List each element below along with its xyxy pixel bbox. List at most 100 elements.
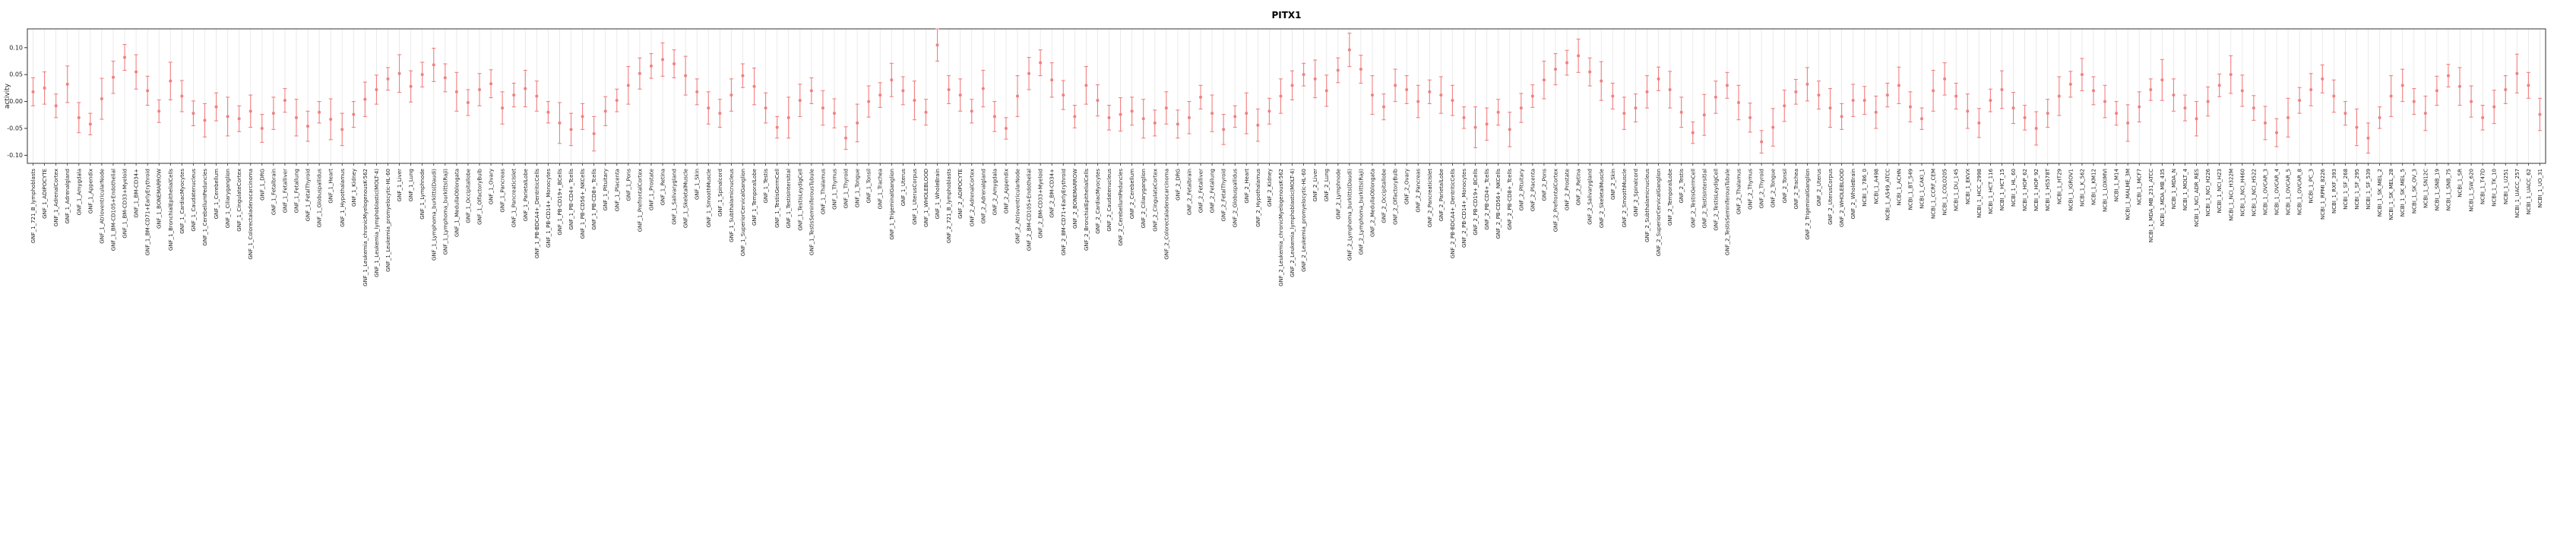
x-tick-label: GNF_2_Skin — [1610, 169, 1616, 200]
data-point-marker — [1943, 77, 1947, 81]
x-tick-label: GNF_1_FetalThyroid — [305, 169, 312, 221]
data-point-marker — [1771, 125, 1775, 129]
data-point-marker — [786, 115, 790, 119]
data-point-marker — [707, 106, 710, 110]
data-point-marker — [65, 82, 69, 86]
data-point-marker — [2183, 106, 2187, 110]
data-point-marker — [661, 58, 665, 62]
data-point-marker — [352, 112, 356, 116]
x-tick-label: NCBI_1_NCI_H226 — [2205, 168, 2211, 216]
data-point-marker — [809, 89, 813, 93]
data-point-marker — [1004, 126, 1008, 130]
data-point-marker — [1794, 90, 1798, 93]
x-tick-label: GNF_2_AtrioventricularNode — [1015, 169, 1021, 244]
data-point-marker — [524, 87, 527, 90]
data-point-marker — [2458, 84, 2462, 88]
x-tick-label: GNF_2_ParietalLobe — [1438, 169, 1445, 221]
x-tick-label: NCBI_1_SF_539 — [2366, 169, 2372, 210]
x-tick-label: GNF_1_Tongue — [855, 169, 861, 207]
data-point-marker — [1324, 89, 1328, 93]
data-point-marker — [2275, 131, 2279, 134]
data-point-marker — [2412, 100, 2416, 103]
data-point-marker — [2023, 115, 2027, 119]
data-point-marker — [2470, 100, 2473, 103]
x-tick-label: GNF_2_WHOLEBLOOD — [1839, 169, 1845, 227]
data-point-marker — [2240, 89, 2244, 93]
x-tick-label: NCBI_1_MALME_3M — [2125, 169, 2131, 220]
x-tick-label: GNF_1_BM-CD71+EarlyErythroid — [145, 169, 151, 255]
x-tick-label: GNF_1_MedullaOblongata — [454, 169, 460, 237]
data-point-marker — [924, 110, 928, 114]
x-tick-label: GNF_2_Fetalliver — [1198, 169, 1204, 213]
data-point-marker — [501, 106, 505, 110]
x-tick-label: GNF_2_Appendix — [1003, 169, 1009, 213]
data-point-marker — [2481, 115, 2485, 119]
data-point-marker — [970, 109, 973, 113]
data-point-marker — [913, 99, 916, 103]
data-point-marker — [466, 100, 470, 104]
data-point-marker — [2400, 84, 2404, 87]
data-point-marker — [1039, 61, 1043, 65]
x-tick-label: GNF_1_Occipitallobe — [465, 169, 471, 223]
data-point-marker — [443, 76, 447, 80]
x-tick-label: GNF_2_Tonsil — [1782, 169, 1788, 204]
data-point-marker — [214, 105, 218, 109]
x-tick-label: GNF_1_PancreaticIslet — [511, 169, 517, 227]
x-tick-label: GNF_2_SmoothMuscle — [1622, 169, 1628, 227]
data-point-marker — [2000, 88, 2004, 92]
y-tick-label: -0.10 — [7, 152, 23, 159]
x-tick-label: NCBI_1_NCI_H460 — [2239, 169, 2245, 217]
data-point-marker — [329, 117, 333, 121]
data-point-marker — [1920, 117, 1924, 121]
x-tick-label: NCBI_1_M14 — [2114, 168, 2120, 201]
data-point-marker — [1954, 94, 1958, 98]
data-point-marker — [638, 71, 641, 75]
data-point-marker — [1966, 109, 1970, 113]
data-point-marker — [134, 70, 138, 74]
x-tick-label: GNF_2_Pancreas — [1416, 169, 1422, 213]
x-tick-label: NCBI_1_OVCAR_4 — [2274, 168, 2280, 215]
x-tick-label: NCBI_1_UACC_62 — [2526, 169, 2532, 214]
x-tick-label: GNF_1_Ovary — [489, 169, 495, 204]
x-tick-label: GNF_2_Salivarygland — [1587, 169, 1593, 225]
data-point-marker — [1725, 84, 1729, 87]
x-tick-label: NCBI_1_SW_620 — [2469, 169, 2475, 212]
x-tick-label: GNF_2_PB-CD8+_Tcells — [1507, 169, 1513, 230]
data-point-marker — [2423, 112, 2427, 115]
data-point-marker — [1439, 93, 1443, 97]
x-tick-label: GNF_1_Lymphnode — [419, 169, 426, 220]
data-point-marker — [2149, 88, 2153, 92]
x-tick-label: GNF_2_Thalamus — [1736, 169, 1742, 215]
x-tick-label: NCBI_1_MCF7 — [2137, 169, 2143, 205]
data-point-marker — [764, 106, 767, 110]
data-point-marker — [363, 97, 367, 101]
x-tick-label: GNF_2_WholeBrain — [1850, 169, 1856, 219]
data-point-marker — [2538, 112, 2542, 116]
x-tick-label: GNF_1_SuperiorCervicalGanglion — [740, 169, 746, 256]
data-point-marker — [1222, 128, 1226, 131]
x-tick-label: GNF_2_Liver — [1312, 169, 1318, 201]
x-tick-label: GNF_1_Thyroid — [843, 169, 850, 208]
data-point-marker — [958, 93, 962, 97]
x-tick-label: GNF_1_Placenta — [614, 169, 620, 211]
x-tick-label: GNF_2_PB-CD56+_NKCells — [1495, 169, 1502, 239]
data-point-marker — [489, 82, 493, 86]
x-tick-label: GNF_1_OlfactoryBulb — [477, 168, 483, 224]
x-tick-label: GNF_2_AdrenalCortex — [969, 169, 975, 226]
data-point-marker — [1394, 84, 1397, 87]
data-point-marker — [1279, 94, 1283, 98]
data-point-marker — [2309, 88, 2313, 92]
x-tick-label: GNF_2_Cerebellum — [1129, 169, 1135, 219]
data-point-marker — [2366, 136, 2370, 140]
x-tick-label: NCBI_1_RXF_393 — [2331, 169, 2337, 213]
x-tick-label: NCBI_1_IGROV1 — [2068, 169, 2074, 210]
data-point-marker — [821, 106, 824, 110]
x-tick-label: GNF_1_Lymphoma_burkitts(Daudi) — [431, 169, 437, 261]
data-point-marker — [546, 110, 550, 114]
data-point-marker — [1553, 68, 1557, 71]
x-tick-label: GNF_1_Ciliaryganglion — [225, 169, 231, 228]
data-point-marker — [77, 115, 81, 119]
x-tick-label: GNF_1_Skin — [695, 169, 701, 200]
x-tick-label: NCBI_1_LOXIMVI — [2103, 169, 2109, 212]
x-tick-label: GNF_1_Uterus — [900, 169, 907, 207]
